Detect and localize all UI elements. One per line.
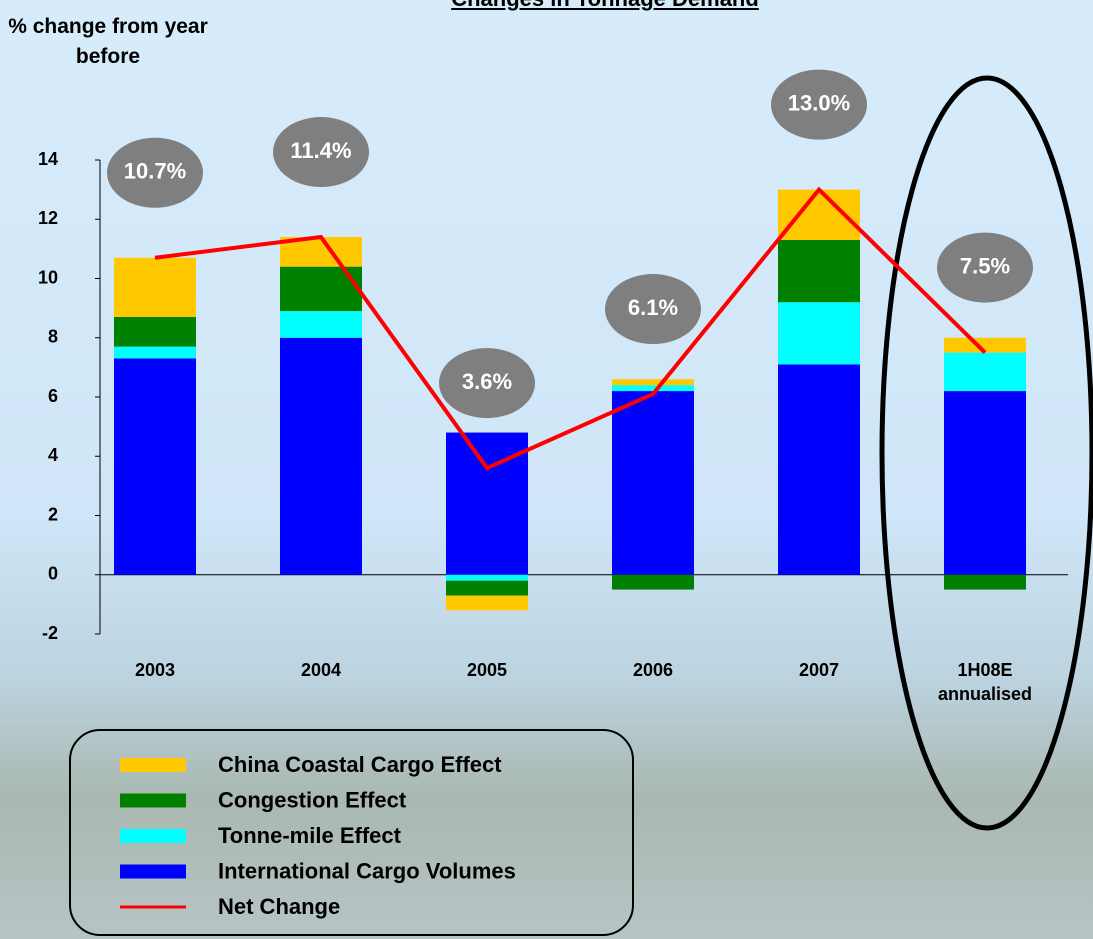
- legend-swatch: [120, 864, 186, 879]
- bar-segment: [944, 391, 1026, 575]
- y-tick-label: 2: [48, 504, 58, 524]
- legend-swatch: [120, 829, 186, 843]
- legend-label: China Coastal Cargo Effect: [218, 752, 502, 777]
- data-label: 7.5%: [960, 253, 1010, 278]
- legend-label: Congestion Effect: [218, 787, 407, 812]
- bar-segment: [944, 337, 1026, 353]
- bar-segment: [280, 266, 362, 312]
- label-bubble: [273, 117, 369, 188]
- x-tick-label: 1H08E annualised: [937, 660, 1033, 704]
- label-bubble: [439, 348, 535, 419]
- bar-segment: [446, 580, 528, 596]
- y-tick-label: 10: [38, 267, 58, 287]
- x-tick-label: 2006: [632, 660, 674, 680]
- bar-segment: [778, 302, 860, 365]
- label-bubble: [771, 69, 867, 140]
- y-tick-label: -2: [42, 623, 58, 643]
- bar-segment: [778, 364, 860, 575]
- bar-segment: [280, 311, 362, 338]
- bar-segment: [114, 317, 196, 347]
- bar-segment: [612, 379, 694, 386]
- x-tick-label: 2003: [134, 660, 176, 680]
- legend-label: Tonne-mile Effect: [218, 823, 402, 848]
- y-tick-label: 0: [48, 564, 58, 584]
- bar-segment: [778, 239, 860, 303]
- bar-segment: [280, 337, 362, 575]
- label-bubble: [107, 137, 203, 208]
- x-tick-label: 2005: [466, 660, 508, 680]
- legend-label: Net Change: [218, 894, 340, 919]
- bar-segment: [114, 346, 196, 359]
- y-tick-label: 14: [38, 149, 58, 169]
- label-bubble: [605, 274, 701, 345]
- net-change-line: [154, 186, 987, 471]
- bar-segment: [944, 352, 1026, 392]
- x-tick-label: 2007: [798, 660, 840, 680]
- label-bubble: [937, 232, 1033, 303]
- legend-box: [69, 729, 634, 936]
- data-label: 6.1%: [628, 295, 678, 320]
- bar-segment: [778, 189, 860, 240]
- highlight-ellipse: [879, 75, 1093, 831]
- legend-swatch: [120, 758, 186, 772]
- data-label: 3.6%: [462, 369, 512, 394]
- legend-swatch: [120, 793, 186, 808]
- y-tick-label: 4: [48, 445, 58, 465]
- bar-segment: [612, 385, 694, 392]
- bar-segment: [446, 574, 528, 581]
- y-tick-label: 6: [48, 386, 58, 406]
- bar-segment: [446, 595, 528, 611]
- bar-segment: [612, 574, 694, 590]
- legend-label: International Cargo Volumes: [218, 858, 516, 883]
- y-tick-label: 8: [48, 327, 58, 347]
- data-label: 11.4%: [290, 138, 351, 163]
- y-axis-label: % change from year before: [8, 15, 208, 68]
- bar-segment: [114, 257, 196, 318]
- data-label: 10.7%: [124, 159, 186, 184]
- data-label: 13.0%: [788, 90, 850, 115]
- x-tick-label: 2004: [300, 660, 342, 680]
- chart-title: Changes in Tonnage Demand: [340, 0, 870, 12]
- y-tick-label: 12: [38, 208, 58, 228]
- bar-segment: [114, 358, 196, 575]
- bar-segment: [612, 391, 694, 575]
- bar-segment: [944, 574, 1026, 590]
